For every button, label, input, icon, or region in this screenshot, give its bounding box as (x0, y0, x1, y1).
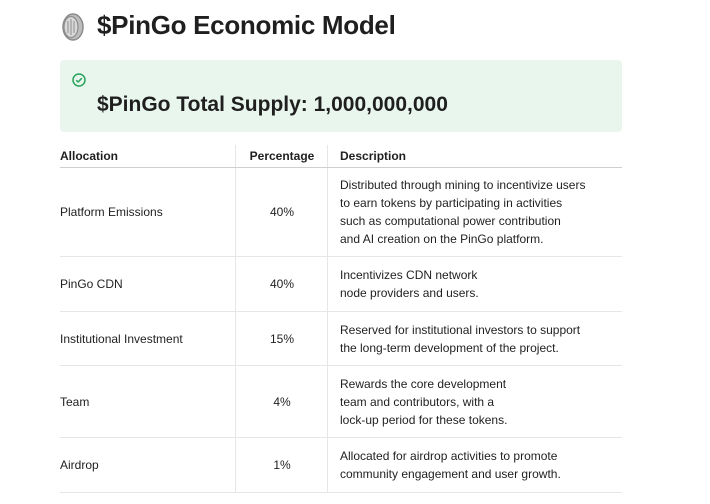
allocation: PinGo CDN (60, 277, 123, 291)
table-row: Institutional Investment 15% Reserved for … (60, 312, 622, 366)
callout: $PinGo Total Supply: 1,000,000,000 (60, 60, 622, 132)
description-line: team and contributors, with a (340, 394, 495, 409)
description-line: Rewards the core development (340, 376, 507, 391)
table-row: PinGo CDN 40% Incentivizes CDN network node… (60, 257, 622, 312)
column-header: Allocation (60, 149, 119, 163)
percentage: 15% (235, 312, 328, 365)
total-supply: $PinGo Total Supply: 1,000,000,000 (97, 93, 448, 116)
check-icon (72, 73, 86, 87)
allocation: Airdrop (60, 458, 99, 472)
description-line: Allocated for airdrop activities to prom… (340, 449, 558, 463)
coin-icon (62, 13, 84, 41)
allocation-table: Allocation Percentage Description Platform … (60, 145, 622, 493)
allocation: Team (60, 394, 90, 409)
table-row: Platform Emissions 40% Distributed through… (60, 168, 622, 257)
description: Allocated for airdrop activities to prom… (327, 438, 622, 492)
description-line: community engagement and user growth. (340, 467, 561, 481)
description: Incentivizes CDN network node providers a… (327, 257, 622, 311)
description: Reserved for institutional investors to … (327, 312, 622, 365)
allocation: Institutional Investment (60, 331, 183, 346)
description-line: Distributed through mining to incentiviz… (340, 178, 586, 192)
header-row: Allocation Percentage Description (60, 145, 622, 168)
description-line: such as computational power contribution (340, 214, 561, 228)
description-line: lock-up period for these tokens. (340, 412, 508, 427)
description-line: Reserved for institutional investors to … (340, 322, 581, 337)
description-line: Incentivizes CDN network (340, 268, 478, 282)
description-line: node providers and users. (340, 286, 479, 300)
column-header: Description (327, 145, 622, 167)
percentage: 40% (235, 257, 328, 311)
page-title: $PinGo Economic Model (97, 10, 396, 40)
allocation: Platform Emissions (60, 205, 163, 219)
description-line: the long-term development of the project… (340, 340, 559, 355)
description: Distributed through mining to incentiviz… (327, 168, 622, 256)
table-row: Airdrop 1% Allocated for airdrop activitie… (60, 438, 622, 493)
description-line: and AI creation on the PinGo platform. (340, 232, 544, 246)
column-header: Percentage (235, 145, 328, 167)
table-row: Team 4% Rewards the core development team a… (60, 366, 622, 438)
percentage: 1% (235, 438, 328, 492)
percentage: 4% (235, 366, 328, 437)
description: Rewards the core development team and con… (327, 366, 622, 437)
description-line: to earn tokens by participating in activ… (340, 196, 563, 210)
percentage: 40% (235, 168, 328, 256)
